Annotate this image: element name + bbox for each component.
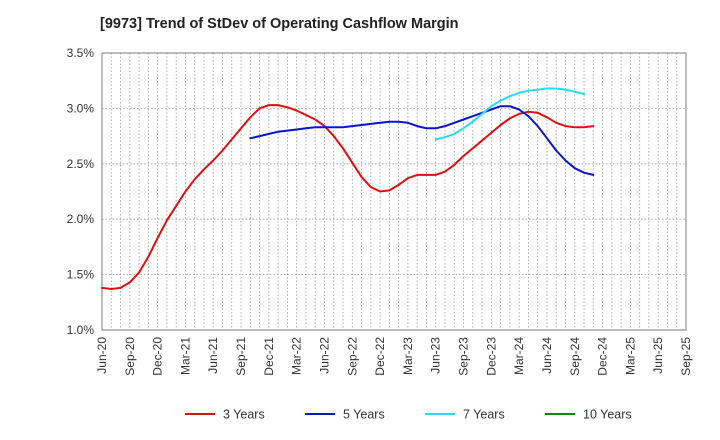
x-tick-label: Sep-20 — [123, 337, 137, 376]
x-tick-label: Dec-22 — [373, 337, 387, 376]
y-tick-label: 3.5% — [67, 46, 95, 60]
chart-title: [9973] Trend of StDev of Operating Cashf… — [100, 16, 459, 32]
legend-label: 3 Years — [223, 408, 265, 422]
axes: 1.0% 1.5% 2.0% 2.5% 3.0% 3.5% Jun-20 Sep-20 Dec-… — [67, 46, 693, 376]
y-tick-label: 3.0% — [67, 101, 95, 115]
x-tick-label: Mar-24 — [512, 337, 526, 375]
x-tick-label: Jun-23 — [429, 337, 443, 374]
legend-label: 10 Years — [583, 408, 632, 422]
x-tick-label: Dec-20 — [151, 337, 165, 376]
x-tick-label: Sep-22 — [345, 337, 359, 376]
x-tick-label: Mar-25 — [623, 337, 637, 375]
legend-label: 5 Years — [343, 408, 385, 422]
x-tick-label: Jun-22 — [317, 337, 331, 374]
x-tick-label: Jun-24 — [540, 337, 554, 374]
y-tick-label: 2.0% — [67, 212, 95, 226]
series-line-5-years — [249, 105, 595, 176]
x-tick-label: Dec-23 — [484, 337, 498, 376]
x-tick-label: Mar-21 — [178, 337, 192, 375]
grid — [102, 53, 686, 330]
x-tick-label: Sep-23 — [457, 337, 471, 376]
x-tick-label: Dec-21 — [262, 337, 276, 376]
series-line-3-years — [101, 104, 595, 290]
series-line-7-years — [434, 87, 585, 141]
series-lines — [101, 87, 595, 290]
x-tick-label: Jun-25 — [651, 337, 665, 374]
plot-frame — [101, 52, 687, 331]
y-tick-label: 2.5% — [67, 157, 95, 171]
x-tick-label: Dec-24 — [596, 337, 610, 376]
legend: 3 Years 5 Years 7 Years 10 Years — [185, 408, 632, 422]
x-tick-label: Mar-23 — [401, 337, 415, 375]
legend-label: 7 Years — [463, 408, 505, 422]
x-tick-label: Jun-20 — [95, 337, 109, 374]
y-tick-label: 1.0% — [67, 323, 95, 337]
y-tick-label: 1.5% — [67, 268, 95, 282]
x-tick-label: Mar-22 — [290, 337, 304, 375]
x-tick-label: Sep-24 — [568, 337, 582, 376]
x-tick-label: Jun-21 — [206, 337, 220, 374]
x-tick-label: Sep-21 — [234, 337, 248, 376]
x-tick-label: Sep-25 — [679, 337, 693, 376]
